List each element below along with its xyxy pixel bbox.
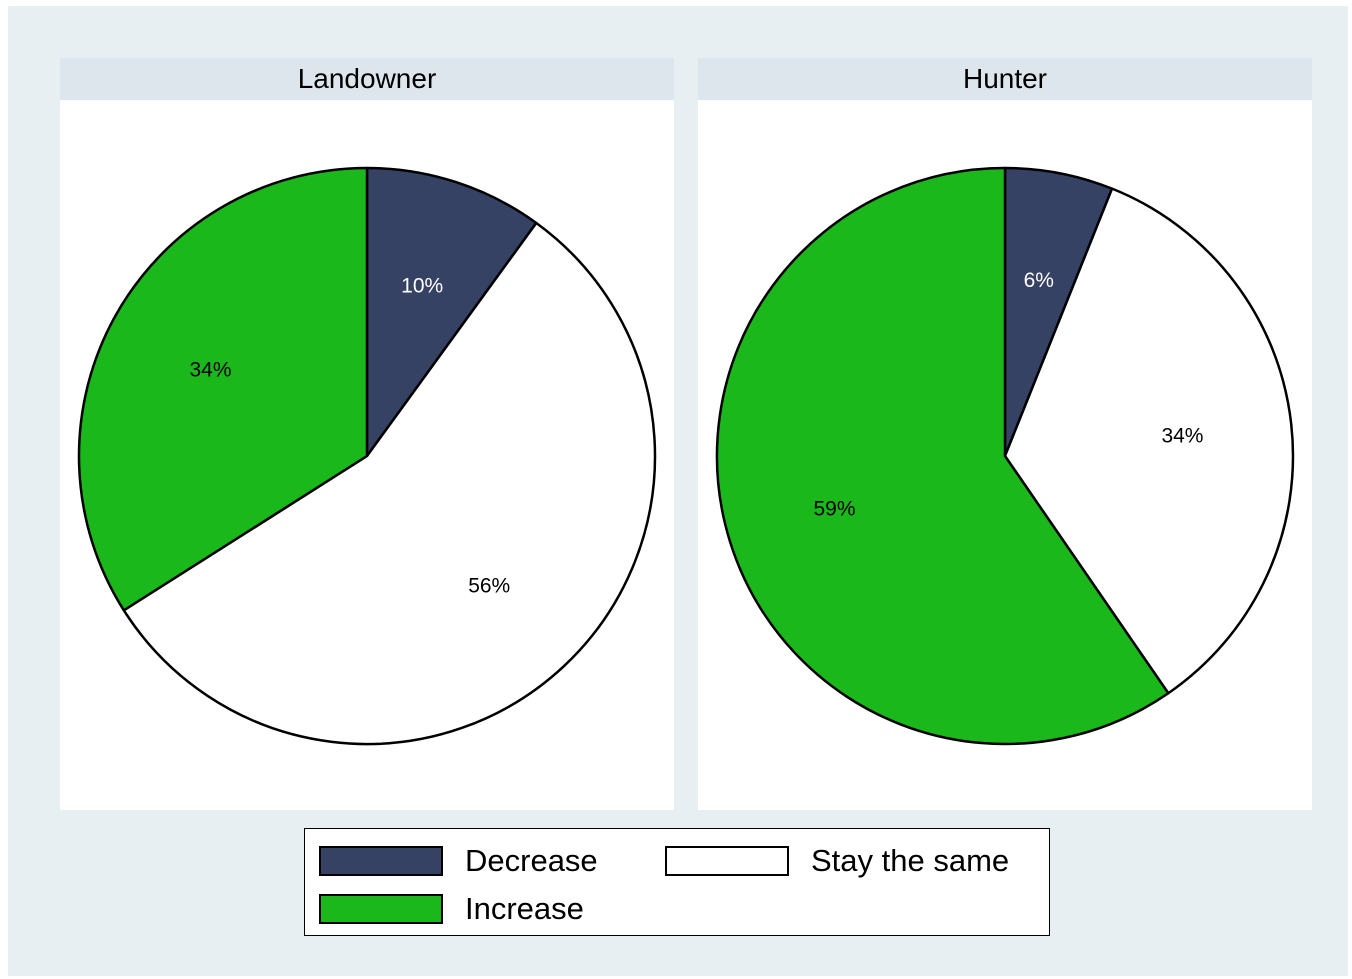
pie-slice-hunter-increase [715,166,1170,746]
panel-title-landowner: Landowner [60,58,674,100]
pie-panel-hunter: Hunter 6% 34% 59% [698,58,1312,810]
pie-slice-hunter-stay-the-same [1003,187,1295,695]
pie-label-hunter-increase: 59% [813,498,855,521]
pie-label-landowner-increase: 34% [190,358,232,381]
panel-title-hunter: Hunter [698,58,1312,100]
pie-label-landowner-decrease: 10% [401,275,443,298]
pie-label-hunter-stay-the-same: 34% [1161,425,1203,448]
pie-slice-landowner-decrease [365,166,538,458]
legend-item-decrease: Decrease [319,843,598,879]
chart-legend: Decrease Stay the same Increase [304,828,1050,936]
legend-item-stay-the-same: Stay the same [665,843,1009,879]
legend-label-stay-the-same: Stay the same [811,843,1010,878]
legend-label-decrease: Decrease [465,843,598,878]
chart-figure: Landowner 10% 56% 34% Hunter 6% 34% 59% [8,6,1348,976]
pie-chart-hunter: 6% 34% 59% [715,166,1295,746]
pie-slice-landowner-stay-the-same [122,221,657,746]
legend-swatch-increase [319,894,443,924]
pie-label-hunter-decrease: 6% [1024,269,1054,292]
pie-chart-landowner: 10% 56% 34% [77,166,657,746]
legend-swatch-decrease [319,846,443,876]
legend-item-increase: Increase [319,891,584,927]
legend-label-increase: Increase [465,891,584,926]
legend-swatch-stay-the-same [665,846,789,876]
pie-slice-landowner-increase [77,166,369,612]
pie-panel-landowner: Landowner 10% 56% 34% [60,58,674,810]
pie-label-landowner-stay-the-same: 56% [468,575,510,598]
